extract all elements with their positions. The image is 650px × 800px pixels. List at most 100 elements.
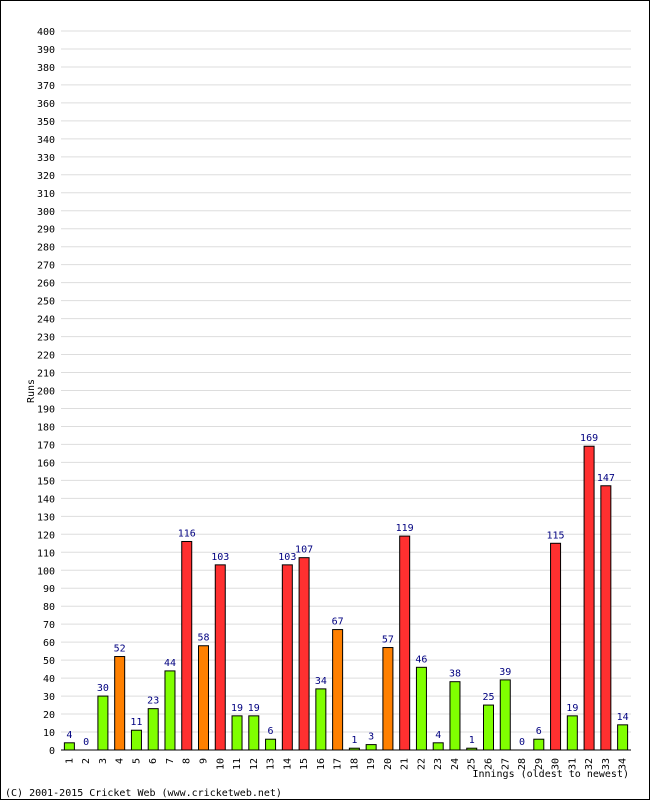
y-axis-title: Runs (26, 379, 37, 403)
data-label: 4 (435, 730, 441, 741)
bar (533, 738, 545, 751)
bar (114, 656, 126, 751)
bar (365, 744, 377, 751)
bar (181, 540, 193, 751)
bar (583, 445, 595, 751)
y-tick-label: 340 (37, 135, 55, 146)
x-tick-label: 1 (64, 758, 75, 764)
x-tick-label: 26 (484, 758, 495, 770)
y-tick-label: 90 (43, 584, 55, 595)
data-label: 1 (351, 735, 357, 746)
bar (566, 715, 578, 751)
y-tick-label: 270 (37, 261, 55, 272)
y-tick-label: 50 (43, 656, 55, 667)
x-tick-label: 20 (383, 758, 394, 770)
x-tick-label: 19 (366, 758, 377, 770)
bar (382, 647, 394, 751)
x-tick-label: 34 (618, 758, 629, 770)
x-tick-label: 32 (584, 758, 595, 770)
bar (63, 742, 75, 751)
bar (399, 535, 411, 751)
y-tick-label: 0 (49, 746, 55, 757)
y-tick-label: 110 (37, 548, 55, 559)
y-tick-label: 350 (37, 117, 55, 128)
x-tick-label: 28 (517, 758, 528, 770)
bar (281, 564, 293, 751)
data-label: 1 (469, 735, 475, 746)
bar (248, 715, 260, 751)
y-tick-label: 250 (37, 297, 55, 308)
bar (265, 738, 277, 751)
y-tick-label: 360 (37, 99, 55, 110)
x-tick-label: 4 (115, 758, 126, 764)
data-label: 58 (197, 633, 209, 644)
x-tick-label: 16 (316, 758, 327, 770)
data-label: 25 (482, 692, 494, 703)
bar (198, 645, 209, 751)
data-label: 19 (566, 703, 578, 714)
data-label: 0 (83, 737, 89, 748)
x-axis-ticks: 1 2 3 4 5 6 7 8 9 10 11 12 13 14 15 16 17 18 19 20 21 22 23 24 2… (64, 758, 628, 770)
y-tick-label: 260 (37, 279, 55, 290)
x-tick-label: 18 (349, 758, 360, 770)
bar (97, 695, 109, 751)
y-tick-label: 300 (37, 207, 55, 218)
bar (231, 715, 243, 751)
y-tick-label: 320 (37, 171, 55, 182)
x-tick-label: 14 (282, 758, 293, 770)
y-tick-label: 70 (43, 620, 55, 631)
data-label: 38 (449, 669, 461, 680)
data-label: 6 (268, 726, 274, 737)
y-tick-label: 220 (37, 351, 55, 362)
y-tick-label: 80 (43, 602, 55, 613)
data-label: 57 (382, 635, 394, 646)
bar (214, 564, 226, 751)
y-tick-label: 230 (37, 333, 55, 344)
x-tick-label: 12 (249, 758, 260, 770)
data-label: 169 (580, 433, 598, 444)
bar (449, 681, 461, 751)
gridlines (61, 30, 631, 751)
x-tick-label: 11 (232, 758, 243, 770)
y-tick-label: 100 (37, 566, 55, 577)
x-tick-label: 10 (215, 758, 226, 770)
y-tick-label: 210 (37, 369, 55, 380)
x-tick-label: 25 (467, 758, 478, 770)
data-label: 14 (617, 712, 629, 723)
y-tick-label: 200 (37, 387, 55, 398)
bar (332, 629, 344, 751)
data-label: 39 (499, 667, 511, 678)
x-tick-label: 24 (450, 758, 461, 770)
y-tick-label: 30 (43, 692, 55, 703)
y-tick-label: 60 (43, 638, 55, 649)
data-label: 4 (66, 730, 72, 741)
bar (298, 557, 310, 751)
data-label: 44 (164, 658, 176, 669)
bar (130, 729, 142, 751)
data-label: 147 (597, 473, 615, 484)
data-label: 52 (114, 644, 126, 655)
data-label: 6 (536, 726, 542, 737)
bar (147, 708, 159, 751)
bars (63, 445, 629, 751)
y-tick-label: 150 (37, 476, 55, 487)
y-tick-label: 140 (37, 494, 55, 505)
y-tick-label: 240 (37, 315, 55, 326)
y-tick-label: 380 (37, 63, 55, 74)
x-tick-label: 17 (333, 758, 344, 770)
x-tick-label: 31 (567, 758, 578, 770)
data-label: 67 (332, 617, 344, 628)
x-tick-label: 27 (500, 758, 511, 770)
x-tick-label: 9 (199, 758, 210, 764)
bar (315, 688, 327, 751)
data-label: 46 (415, 654, 427, 665)
y-tick-label: 20 (43, 710, 55, 721)
data-label: 11 (130, 717, 142, 728)
copyright-text: (C) 2001-2015 Cricket Web (www.cricketwe… (5, 788, 282, 799)
data-label: 119 (396, 523, 414, 534)
bar (550, 542, 562, 751)
y-tick-label: 190 (37, 404, 55, 415)
x-tick-label: 7 (165, 758, 176, 764)
